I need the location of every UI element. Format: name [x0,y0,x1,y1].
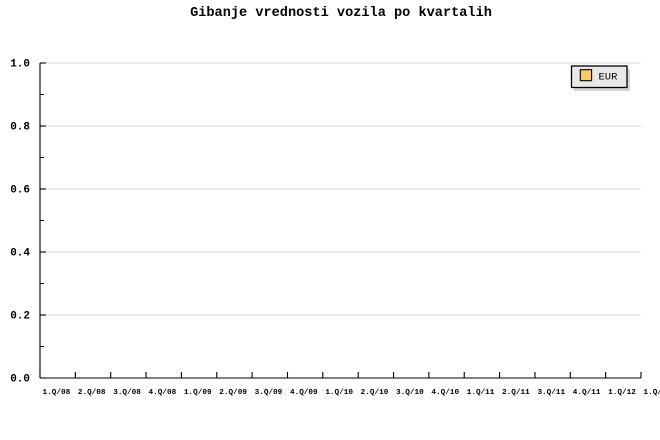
svg-text:1.Q/10: 1.Q/10 [325,389,353,397]
svg-text:0.6: 0.6 [10,185,30,197]
svg-text:3.Q/09: 3.Q/09 [255,389,283,397]
svg-text:0.0: 0.0 [10,374,30,386]
svg-text:3.Q/11: 3.Q/11 [537,389,565,397]
svg-text:2.Q/11: 2.Q/11 [502,389,530,397]
svg-text:1.Q/08: 1.Q/08 [43,389,71,397]
svg-text:2.Q/09: 2.Q/09 [219,389,247,397]
svg-text:4.Q/10: 4.Q/10 [431,389,459,397]
svg-text:1.0: 1.0 [10,59,30,71]
svg-text:4.Q/11: 4.Q/11 [573,389,601,397]
svg-text:3.Q/10: 3.Q/10 [396,389,424,397]
svg-text:EUR: EUR [599,71,619,83]
svg-text:0.2: 0.2 [10,311,30,323]
svg-text:2.Q/08: 2.Q/08 [78,389,106,397]
svg-text:3.Q/08: 3.Q/08 [113,389,141,397]
svg-text:0.4: 0.4 [10,248,30,260]
svg-text:1.Q/09: 1.Q/09 [184,389,212,397]
svg-text:1.Q/12: 1.Q/12 [608,389,636,397]
svg-text:4.Q/08: 4.Q/08 [149,389,177,397]
svg-text:4.Q/09: 4.Q/09 [290,389,318,397]
svg-text:2.Q/10: 2.Q/10 [361,389,389,397]
svg-text:1.Q/11: 1.Q/11 [467,389,495,397]
svg-text:0.8: 0.8 [10,122,30,134]
svg-text:1.Q/12: 1.Q/12 [644,389,660,397]
